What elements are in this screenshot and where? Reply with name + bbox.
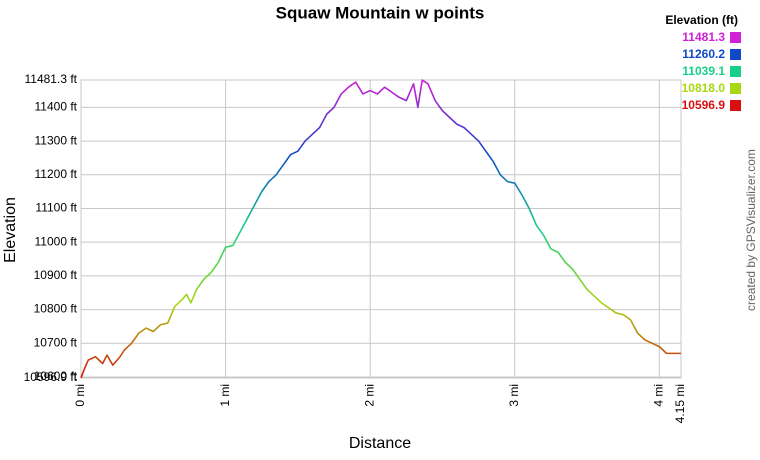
x-tick-label: 1 mi xyxy=(218,384,232,407)
x-tick-label: 3 mi xyxy=(507,384,521,407)
y-tick-label: 10900 ft xyxy=(34,268,78,282)
legend-swatch xyxy=(730,66,741,77)
elevation-line xyxy=(80,79,681,379)
y-tick-label: 10800 ft xyxy=(34,302,78,316)
plot-area xyxy=(80,79,682,379)
x-tick-label: 2 mi xyxy=(362,384,376,407)
x-tick-label: 4.15 mi xyxy=(673,384,687,423)
y-tick-label: 11400 ft xyxy=(35,100,78,114)
legend-label: 11260.2 xyxy=(682,47,725,61)
y-axis-label: Elevation xyxy=(2,197,19,263)
credit: created by GPSVisualizer.com xyxy=(744,149,758,311)
chart-title: Squaw Mountain w points xyxy=(276,3,485,22)
y-tick-label: 10596.9 ft xyxy=(24,370,78,384)
legend-swatch xyxy=(730,83,741,94)
legend-swatch xyxy=(730,100,741,111)
legend-swatch xyxy=(730,32,741,43)
legend-label: 11481.3 xyxy=(682,30,725,44)
legend-swatch xyxy=(730,49,741,60)
legend-title: Elevation (ft) xyxy=(665,13,738,27)
x-axis-label: Distance xyxy=(349,435,411,452)
legend-label: 11039.1 xyxy=(682,64,725,78)
y-tick-label: 10700 ft xyxy=(34,335,78,349)
y-tick-label: 11300 ft xyxy=(35,133,78,147)
legend-label: 10596.9 xyxy=(682,98,726,112)
y-tick-label: 11200 ft xyxy=(35,167,78,181)
y-tick-label: 11481.3 ft xyxy=(25,72,78,86)
x-tick-label: 0 mi xyxy=(73,384,87,407)
legend-label: 10818.0 xyxy=(682,81,726,95)
y-tick-label: 11000 ft xyxy=(35,234,78,248)
y-tick-label: 10600 ft xyxy=(34,369,78,383)
x-tick-label: 4 mi xyxy=(651,384,665,407)
y-tick-label: 11100 ft xyxy=(35,201,77,215)
